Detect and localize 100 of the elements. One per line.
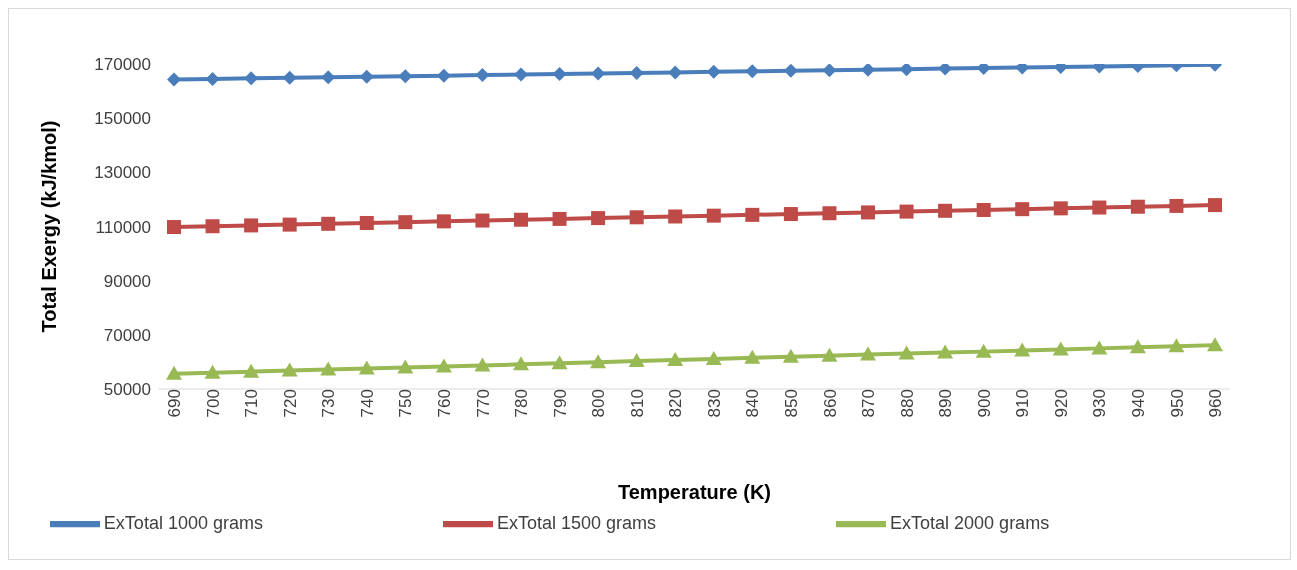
y-tick-label: 130000 xyxy=(94,163,151,183)
point xyxy=(397,359,414,374)
x-tick-label: 820 xyxy=(666,389,686,418)
point xyxy=(629,210,644,225)
point xyxy=(398,69,413,84)
point xyxy=(821,347,838,362)
point xyxy=(1014,342,1031,357)
point xyxy=(244,71,259,86)
point xyxy=(667,352,684,367)
point xyxy=(167,72,181,87)
point xyxy=(783,207,798,222)
point xyxy=(552,67,567,82)
point xyxy=(976,202,991,217)
point xyxy=(551,355,568,370)
point xyxy=(321,70,336,85)
x-tick-label: 780 xyxy=(512,389,532,418)
point xyxy=(1129,339,1146,354)
point xyxy=(822,206,837,221)
x-tick-label: 800 xyxy=(589,389,609,418)
point xyxy=(282,70,297,85)
point xyxy=(860,346,876,361)
point xyxy=(435,358,452,373)
point xyxy=(1208,198,1222,213)
point xyxy=(1092,200,1107,215)
point xyxy=(629,65,644,80)
x-tick-label: 790 xyxy=(550,389,570,418)
point xyxy=(783,64,798,78)
x-tick-label: 830 xyxy=(704,389,724,418)
x-tick-label: 840 xyxy=(743,389,763,418)
point xyxy=(359,69,374,84)
point xyxy=(281,362,298,377)
x-tick-label: 890 xyxy=(936,389,956,418)
point xyxy=(204,364,221,379)
x-tick-label: 720 xyxy=(280,389,300,418)
x-tick-label: 710 xyxy=(242,389,262,418)
x-tick-label: 860 xyxy=(820,389,840,418)
point xyxy=(552,211,567,226)
x-tick-label: 880 xyxy=(897,389,917,418)
point xyxy=(1015,202,1030,217)
x-tick-label: 920 xyxy=(1051,389,1071,418)
point xyxy=(745,207,760,222)
x-tick-label: 850 xyxy=(781,389,801,418)
point xyxy=(745,64,760,79)
point xyxy=(899,204,914,219)
y-axis-title: Total Exergy (kJ/kmol) xyxy=(38,120,61,333)
x-tick-label: 760 xyxy=(434,389,454,418)
point xyxy=(398,215,413,230)
point xyxy=(475,213,490,228)
point xyxy=(861,205,875,220)
point xyxy=(244,218,259,233)
point xyxy=(898,345,915,360)
x-axis-title: Temperature (K) xyxy=(618,481,771,503)
x-tick-label: 960 xyxy=(1206,389,1226,418)
x-tick-label: 930 xyxy=(1090,389,1110,418)
x-tick-label: 770 xyxy=(473,389,493,418)
point xyxy=(861,64,875,77)
point xyxy=(205,219,220,234)
y-tick-label: 110000 xyxy=(95,217,151,237)
legend-label: ExTotal 1000 grams xyxy=(103,512,263,533)
point xyxy=(282,217,297,232)
point xyxy=(822,64,837,78)
legend-label: ExTotal 1500 grams xyxy=(496,512,657,533)
point xyxy=(591,211,606,226)
point xyxy=(782,348,799,363)
y-tick-label: 50000 xyxy=(103,380,151,400)
point xyxy=(938,203,953,218)
point xyxy=(938,64,953,76)
x-tick-label: 740 xyxy=(357,389,377,418)
point xyxy=(590,354,607,369)
x-tick-label: 950 xyxy=(1167,389,1187,418)
point xyxy=(205,71,220,86)
x-tick-label: 690 xyxy=(165,389,185,418)
x-tick-label: 900 xyxy=(974,389,994,418)
legend-label: ExTotal 2000 grams xyxy=(890,512,1050,533)
y-tick-label: 170000 xyxy=(94,55,151,75)
x-tick-label: 870 xyxy=(859,389,879,418)
point xyxy=(166,365,182,380)
x-tick-label: 750 xyxy=(396,389,416,418)
point xyxy=(706,64,721,79)
point xyxy=(320,361,337,376)
point xyxy=(474,357,491,372)
point xyxy=(359,215,374,230)
point xyxy=(706,208,721,223)
x-tick-label: 700 xyxy=(203,389,223,418)
point xyxy=(1091,340,1108,355)
point xyxy=(475,68,490,83)
x-tick-label: 910 xyxy=(1013,389,1033,418)
point xyxy=(628,353,645,368)
x-tick-label: 730 xyxy=(319,389,339,418)
point xyxy=(1130,199,1145,214)
point xyxy=(668,65,683,80)
point xyxy=(591,66,606,81)
x-tick-label: 810 xyxy=(627,389,647,418)
point xyxy=(705,350,722,365)
point xyxy=(436,68,451,83)
point xyxy=(975,343,992,358)
point xyxy=(436,214,451,229)
point xyxy=(1207,337,1223,352)
y-tick-label: 70000 xyxy=(103,325,151,345)
point xyxy=(1169,198,1184,213)
